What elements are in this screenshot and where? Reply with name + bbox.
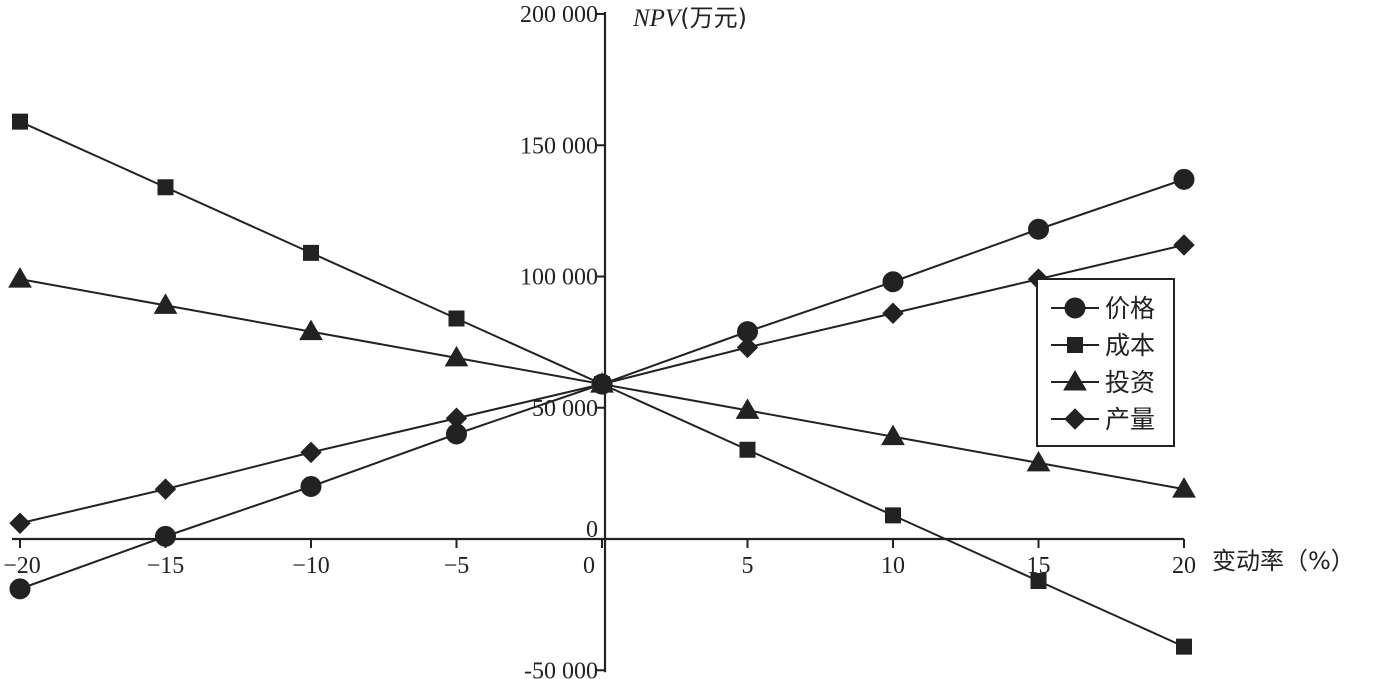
data-point-triangle <box>299 319 323 341</box>
y-tick-label: 50 000 <box>532 396 598 422</box>
legend-label: 产量 <box>1105 405 1155 434</box>
data-point-square <box>157 179 174 196</box>
x-tick-label: −20 <box>3 553 41 579</box>
legend-label: 成本 <box>1105 331 1155 360</box>
data-point-diamond <box>882 302 904 324</box>
legend-label: 价格 <box>1105 294 1155 323</box>
data-point-circle <box>1173 168 1195 190</box>
y-tick-label: 0 <box>586 517 598 543</box>
y-tick-label: 100 000 <box>520 265 598 291</box>
data-point-circle <box>155 525 176 547</box>
legend-marker-circle <box>1064 297 1086 319</box>
y-axis-title: NPV(万元) <box>632 4 747 32</box>
y-axis-title-unit: (万元) <box>680 4 747 32</box>
x-axis-title: 变动率（%） <box>1212 547 1355 575</box>
data-point-square <box>448 310 465 327</box>
data-point-diamond <box>154 478 177 500</box>
y-axis-title-npv: NPV <box>632 5 683 32</box>
data-point-triangle <box>881 424 905 446</box>
data-point-diamond <box>591 373 613 395</box>
x-tick-label: 10 <box>881 553 905 579</box>
x-tick-label: −10 <box>292 553 330 579</box>
y-tick-label: 150 000 <box>520 133 598 159</box>
data-point-triangle <box>444 345 469 367</box>
data-point-square <box>885 507 901 524</box>
data-point-square <box>1176 638 1192 655</box>
data-point-square <box>303 244 319 261</box>
series-diamond <box>9 234 1195 534</box>
legend-marker-triangle <box>1063 370 1087 391</box>
data-point-triangle <box>735 398 760 419</box>
legend-item-circle: 价格 <box>1051 294 1155 323</box>
legend-item-triangle: 投资 <box>1051 368 1155 397</box>
x-tick-label: 20 <box>1172 553 1196 579</box>
data-point-square <box>12 113 28 130</box>
x-tick-label: −5 <box>444 553 470 579</box>
y-tick-label: 200 000 <box>520 2 598 28</box>
legend-item-diamond: 产量 <box>1051 405 1155 434</box>
x-tick-label: −15 <box>147 553 185 579</box>
x-tick-label: 5 <box>742 553 754 579</box>
data-point-diamond <box>736 336 759 359</box>
x-tick-label: 0 <box>583 553 595 579</box>
data-point-triangle <box>153 293 178 314</box>
data-point-circle <box>300 476 322 497</box>
data-point-diamond <box>300 441 322 464</box>
data-point-diamond <box>1173 234 1195 256</box>
series-layer <box>8 113 1196 655</box>
y-tick-label: -50 000 <box>524 658 598 679</box>
legend-label: 投资 <box>1105 368 1155 397</box>
legend-item-square: 成本 <box>1051 331 1155 360</box>
data-point-diamond <box>9 512 31 534</box>
data-point-square <box>739 441 756 458</box>
data-point-circle <box>9 578 31 600</box>
data-point-circle <box>1028 218 1049 240</box>
data-point-diamond <box>445 407 468 429</box>
legend-marker-square <box>1067 337 1083 353</box>
data-point-triangle <box>1172 477 1196 498</box>
data-point-triangle <box>1026 450 1051 472</box>
data-point-circle <box>882 271 904 293</box>
legend-marker-diamond <box>1064 408 1086 430</box>
data-point-square <box>1030 573 1047 589</box>
data-point-triangle <box>8 267 32 288</box>
